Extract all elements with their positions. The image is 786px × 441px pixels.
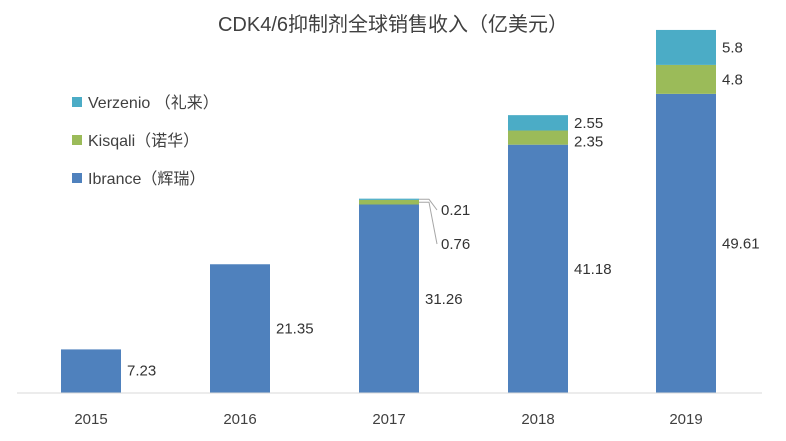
data-label-verzenio-2019: 5.8 xyxy=(722,39,743,56)
data-labels: 7.23 21.35 31.26 0.76 0.21 41.18 2.35 2.55 49.61… xyxy=(127,39,760,379)
bars xyxy=(61,29,716,394)
data-label-ibrance-2016: 21.35 xyxy=(276,321,314,338)
data-label-ibrance-2018: 41.18 xyxy=(574,261,612,278)
bar-ibrance-2017 xyxy=(359,204,419,393)
legend-label-verzenio: Verzenio （礼来） xyxy=(88,94,219,112)
bar-ibrance-2018 xyxy=(508,144,568,393)
x-tick-label-2018: 2018 xyxy=(521,411,554,428)
bar-ibrance-2016 xyxy=(210,264,270,393)
data-label-ibrance-2019: 49.61 xyxy=(722,235,760,252)
legend-swatch-verzenio xyxy=(72,97,82,107)
x-tick-label-2015: 2015 xyxy=(74,411,107,428)
bar-kisqali-2019 xyxy=(656,64,716,94)
data-label-ibrance-2015: 7.23 xyxy=(127,362,156,379)
bar-ibrance-2015 xyxy=(61,349,121,393)
legend-label-ibrance: Ibrance（辉瑞） xyxy=(88,170,205,188)
data-label-kisqali-2018: 2.35 xyxy=(574,134,603,151)
x-tick-label-2019: 2019 xyxy=(669,411,702,428)
leader-line-verzenio-2017 xyxy=(419,198,438,211)
legend: Verzenio （礼来） Kisqali（诺华） Ibrance（辉瑞） xyxy=(72,94,219,188)
legend-swatch-kisqali xyxy=(72,135,82,145)
data-label-kisqali-2017: 0.76 xyxy=(441,236,470,253)
chart-title: CDK4/6抑制剂全球销售收入（亿美元） xyxy=(218,13,568,36)
data-label-ibrance-2017: 31.26 xyxy=(425,291,463,308)
bar-kisqali-2017 xyxy=(359,199,419,205)
data-label-verzenio-2018: 2.55 xyxy=(574,115,603,132)
x-tick-label-2017: 2017 xyxy=(372,411,405,428)
bar-verzenio-2018 xyxy=(508,115,568,131)
data-label-verzenio-2017: 0.21 xyxy=(441,202,470,219)
bar-kisqali-2018 xyxy=(508,130,568,145)
bar-ibrance-2019 xyxy=(656,93,716,394)
data-label-kisqali-2019: 4.8 xyxy=(722,71,743,88)
x-axis: 2015 2016 2017 2018 2019 xyxy=(17,392,762,428)
legend-swatch-ibrance xyxy=(72,173,82,183)
leader-line-kisqali-2017 xyxy=(419,201,438,245)
bar-verzenio-2019 xyxy=(656,29,716,65)
x-tick-label-2016: 2016 xyxy=(223,411,256,428)
bar-verzenio-2017 xyxy=(359,198,419,200)
legend-label-kisqali: Kisqali（诺华） xyxy=(88,132,199,150)
